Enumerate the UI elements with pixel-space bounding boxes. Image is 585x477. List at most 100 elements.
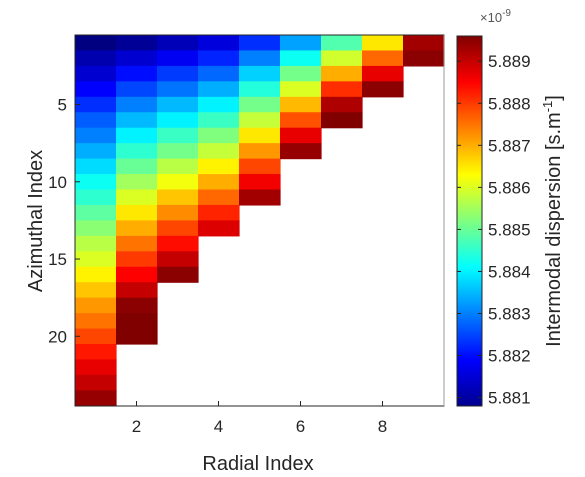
heatmap-cell [157,251,199,268]
x-axis-ticks: 2 4 6 8 [132,401,387,436]
heatmap-cell [280,127,322,144]
colorbar [456,35,483,407]
heatmap-cell [116,81,158,98]
heatmap-cell [157,189,199,206]
heatmap-cell [75,390,117,407]
heatmap-cell [75,35,117,52]
heatmap-cell [116,235,158,252]
colorbar-tick-label: 5.887 [488,136,531,155]
heatmap-cell [198,127,240,144]
colorbar-tick-label: 5.883 [488,305,531,324]
heatmap-cell [198,204,240,221]
colorbar-tick-label: 5.884 [488,262,531,281]
heatmap-cell [321,35,363,52]
heatmap-cell [75,96,117,113]
colorbar-tick-label: 5.889 [488,52,531,71]
heatmap-cell [116,204,158,221]
heatmap-cell [198,158,240,175]
heatmap-cell [75,143,117,160]
heatmap-cell [157,158,199,175]
heatmap-cell [280,81,322,98]
heatmap-cell [75,81,117,98]
heatmap-cell [75,297,117,314]
colorbar-multiplier-exp: -9 [502,8,511,19]
heatmap-cell [239,127,281,144]
heatmap-cell [75,328,117,345]
heatmap-cell [198,143,240,160]
colorbar-tick-label: 5.886 [488,178,531,197]
y-axis-label: Azimuthal Index [25,150,47,292]
heatmap-cell [75,65,117,82]
heatmap-cell [198,189,240,206]
heatmap-cell [239,50,281,67]
heatmap-cell [198,174,240,191]
heatmap-cell [157,35,199,52]
colorbar-multiplier-base: ×10 [480,10,502,25]
heatmap-cell [403,50,445,67]
heatmap-cell [198,65,240,82]
heatmap-cell [116,127,158,144]
heatmap-cell [116,96,158,113]
heatmap-cell [157,96,199,113]
heatmap-cell [116,251,158,268]
heatmap-cell [321,50,363,67]
heatmap-cell [239,112,281,129]
x-tick-label: 2 [132,417,141,436]
colorbar-tick-label: 5.888 [488,94,531,113]
heatmap-cell [239,81,281,98]
heatmap-cell [75,220,117,237]
heatmap-cell [157,112,199,129]
heatmap-cell [157,81,199,98]
y-tick-label: 5 [58,96,67,115]
heatmap-cell [198,50,240,67]
heatmap-cell [280,112,322,129]
x-axis-label: Radial Index [202,453,313,475]
heatmap-cell [75,50,117,67]
heatmap-cell [321,112,363,129]
colorbar-label-main: Intermodal dispersion [s.m [543,112,565,347]
heatmap-cell [116,158,158,175]
heatmap-cell [239,143,281,160]
heatmap-cell [198,220,240,237]
heatmap-cell [116,50,158,67]
heatmap-cell [403,35,445,52]
heatmap-cell [362,81,404,98]
heatmap-cell [157,143,199,160]
colorbar-tick-label: 5.881 [488,389,531,408]
heatmap-cell [75,359,117,376]
heatmap-cells [75,35,445,407]
heatmap-cell [116,189,158,206]
heatmap-cell [116,35,158,52]
heatmap-cell [198,96,240,113]
heatmap-cell [280,65,322,82]
heatmap-cell [75,204,117,221]
colorbar-multiplier: ×10-9 [480,8,511,25]
heatmap-cell [116,282,158,299]
y-tick-label: 10 [48,173,67,192]
heatmap-cell [116,297,158,314]
y-tick-label: 20 [48,327,67,346]
heatmap-cell [75,251,117,268]
heatmap-cell [239,174,281,191]
heatmap-cell [321,65,363,82]
heatmap-cell [116,328,158,345]
heatmap-cell [362,50,404,67]
heatmap-cell [75,174,117,191]
heatmap-cell [75,374,117,391]
heatmap-cell [280,143,322,160]
heatmap-cell [75,235,117,252]
heatmap-cell [321,96,363,113]
heatmap-cell [75,266,117,283]
heatmap-cell [280,50,322,67]
x-tick-label: 6 [296,417,305,436]
heatmap-cell [157,204,199,221]
heatmap-cell [116,313,158,330]
heatmap-cell [116,143,158,160]
heatmap-cell [157,174,199,191]
heatmap-cell [239,158,281,175]
heatmap-cell [116,220,158,237]
colorbar-label-end: ] [543,95,565,101]
heatmap-cell [198,81,240,98]
heatmap-cell [157,127,199,144]
